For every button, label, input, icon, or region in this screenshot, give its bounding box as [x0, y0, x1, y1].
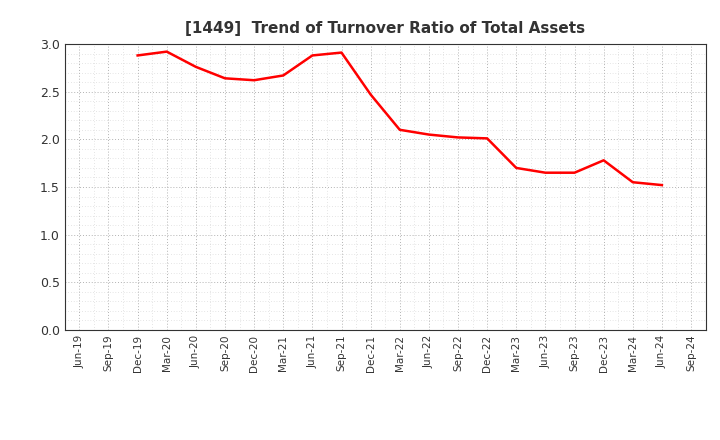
Title: [1449]  Trend of Turnover Ratio of Total Assets: [1449] Trend of Turnover Ratio of Total … — [185, 21, 585, 36]
